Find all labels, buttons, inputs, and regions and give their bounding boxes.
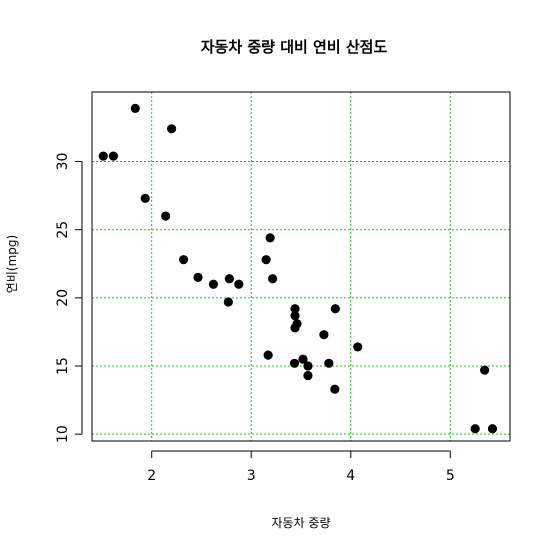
data-point [303,361,313,371]
x-tick-label: 5 [446,468,455,484]
data-point [193,272,203,283]
data-point [223,297,233,307]
grid-lines [92,92,510,441]
data-point [263,350,273,360]
data-point [298,354,308,364]
x-tick-label: 3 [247,468,256,484]
axes: 2 3 4 5 10 15 20 25 30 [55,153,455,484]
y-tick-label: 20 [55,289,71,307]
data-point [261,255,271,265]
y-tick-label: 10 [55,425,71,443]
data-point [290,323,300,333]
data-point [161,211,171,221]
data-point [487,424,498,434]
data-point [140,193,150,203]
data-point [234,279,244,289]
data-point [208,279,219,289]
data-point [167,124,177,134]
plot-frame [91,91,511,442]
y-tick-label: 15 [55,357,71,375]
data-point [108,151,118,161]
data-point [290,304,300,314]
y-axis-label: 연비(mpg) [5,235,19,293]
data-point [324,358,334,368]
data-point [330,304,340,314]
data-points [98,103,498,434]
chart-title: 자동차 중량 대비 연비 산점도 [201,38,388,56]
data-point [178,255,189,265]
data-point [130,103,140,113]
x-axis-label: 자동차 중량 [271,516,330,530]
data-point [353,342,363,352]
data-point [268,274,278,284]
data-point [303,370,313,381]
data-point [319,330,329,340]
data-point [480,365,490,375]
x-tick-label: 4 [346,468,355,484]
data-point [98,151,108,161]
x-tick-label: 2 [147,468,156,484]
data-point [224,274,234,284]
data-point [289,358,300,368]
data-point [470,424,480,434]
y-tick-label: 25 [55,221,71,239]
data-point [265,233,275,243]
y-tick-label: 30 [55,153,71,171]
data-point [330,384,340,394]
data-point [290,310,300,321]
